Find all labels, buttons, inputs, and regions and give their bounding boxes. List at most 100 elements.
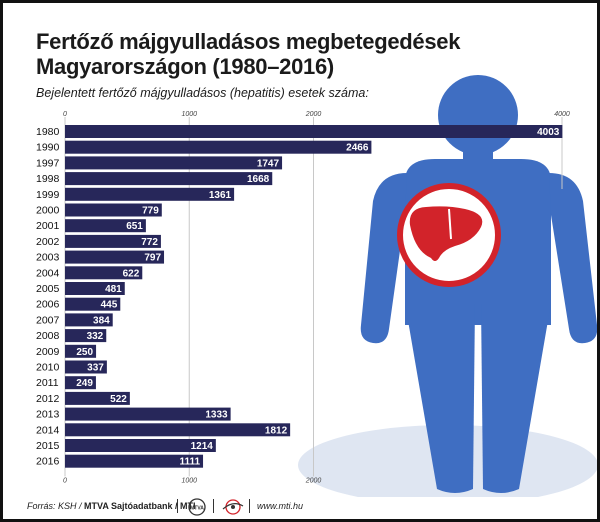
category-label: 1999: [36, 189, 60, 201]
data-label: 772: [141, 237, 158, 248]
data-label: 249: [76, 378, 93, 389]
category-label: 2001: [36, 220, 60, 232]
category-label: 2008: [36, 330, 60, 342]
footer-divider: [249, 499, 250, 513]
x-tick-label-top: 2000: [305, 111, 322, 118]
category-label: 2014: [36, 424, 60, 436]
data-label: 1361: [209, 190, 232, 201]
data-label: 1812: [265, 425, 288, 436]
x-tick-label-top: 4000: [554, 111, 570, 118]
figure-neck: [463, 143, 493, 163]
mtva-logo-icon: MTVA: [188, 498, 206, 516]
mti-logo-icon: [222, 499, 244, 515]
category-label: 2012: [36, 393, 60, 405]
chart-title-line-2: Magyarországon (1980–2016): [36, 54, 334, 79]
x-tick-label-bottom: 1000: [181, 477, 197, 484]
data-label: 1111: [179, 457, 200, 468]
chart-subtitle: Bejelentett fertőző májgyulladásos (hepa…: [36, 86, 369, 100]
bar: [65, 360, 107, 374]
category-label: 2002: [36, 236, 60, 248]
data-label: 481: [105, 284, 122, 295]
category-label: 2000: [36, 205, 60, 217]
bar: [65, 125, 563, 138]
mtva-logo-text: MTVA: [190, 506, 204, 512]
bar: [65, 407, 231, 421]
bar: [65, 454, 204, 468]
data-label: 250: [76, 347, 93, 358]
chart-bars: 1980 4003 1990 2466 1997 1747 1998 1668 1999 1361…: [36, 125, 563, 468]
data-label: 1214: [191, 441, 214, 452]
x-tick-label-bottom: 2000: [305, 477, 322, 484]
figure-right-leg: [481, 303, 551, 493]
data-label: 797: [144, 253, 161, 264]
chart-title: Fertőző májgyulladásos megbetegedések Ma…: [36, 29, 460, 79]
human-figure-illustration: [298, 75, 597, 497]
data-label: 651: [126, 221, 143, 232]
website-link[interactable]: www.mti.hu: [257, 501, 304, 511]
category-label: 1997: [36, 157, 60, 169]
category-label: 2009: [36, 346, 60, 358]
source-bold: MTVA Sajtóadatbank / MTI: [84, 501, 196, 511]
data-label: 1747: [257, 158, 280, 169]
bar: [65, 282, 125, 295]
category-label: 2003: [36, 252, 60, 264]
bar: [65, 250, 165, 264]
bar: [65, 172, 273, 186]
bar: [65, 234, 161, 248]
bar: [65, 439, 216, 452]
category-label: 2005: [36, 283, 60, 295]
x-tick-label-bottom: 0: [63, 477, 67, 484]
category-label: 2011: [36, 377, 59, 389]
data-label: 445: [101, 300, 118, 311]
source-credit: Forrás: KSH / MTVA Sajtóadatbank / MTI: [27, 501, 196, 511]
bar: [65, 187, 235, 201]
category-label: 2016: [36, 456, 60, 468]
bar: [65, 376, 96, 390]
data-label: 622: [123, 268, 140, 279]
data-label: 522: [110, 394, 127, 405]
data-label: 4003: [537, 127, 560, 138]
data-label: 1668: [247, 174, 270, 185]
source-label: Forrás: KSH /: [27, 501, 82, 511]
bar: [65, 203, 162, 217]
category-label: 2006: [36, 299, 60, 311]
bar: [65, 344, 97, 358]
data-label: 1333: [205, 410, 228, 421]
figure-left-leg: [405, 303, 475, 493]
data-label: 332: [87, 331, 104, 342]
category-label: 1998: [36, 173, 60, 185]
liver-vessel: [448, 208, 452, 240]
data-label: 337: [87, 363, 104, 374]
footer-divider: [213, 499, 214, 513]
bar: [65, 140, 372, 154]
bar: [65, 391, 130, 405]
x-tick-label-top: 1000: [181, 111, 197, 118]
bar: [65, 156, 283, 170]
x-tick-label-top: 0: [63, 111, 67, 118]
figure-right-arm: [549, 173, 597, 344]
category-label: 2015: [36, 440, 60, 452]
bar: [65, 423, 291, 437]
footer-divider: [177, 499, 178, 513]
data-label: 779: [142, 206, 159, 217]
bar: [65, 297, 121, 311]
data-label: 2466: [346, 143, 369, 154]
bar: [65, 219, 146, 233]
category-label: 2010: [36, 362, 60, 374]
category-label: 2004: [36, 267, 60, 279]
bar: [65, 313, 113, 327]
category-label: 2013: [36, 409, 60, 421]
chart-axis-ticks: 0 1000 2000 4000 0 1000 2000: [63, 111, 570, 484]
bar: [65, 266, 143, 280]
bar: [65, 329, 107, 343]
footer: Forrás: KSH / MTVA Sajtóadatbank / MTI M…: [27, 497, 597, 517]
liver-icon: [409, 206, 483, 261]
category-label: 2007: [36, 314, 60, 326]
category-label: 1990: [36, 142, 60, 154]
category-label: 1980: [36, 126, 60, 138]
figure-left-arm: [360, 173, 407, 344]
data-label: 384: [93, 315, 110, 326]
chart-title-line-1: Fertőző májgyulladásos megbetegedések: [36, 29, 461, 54]
